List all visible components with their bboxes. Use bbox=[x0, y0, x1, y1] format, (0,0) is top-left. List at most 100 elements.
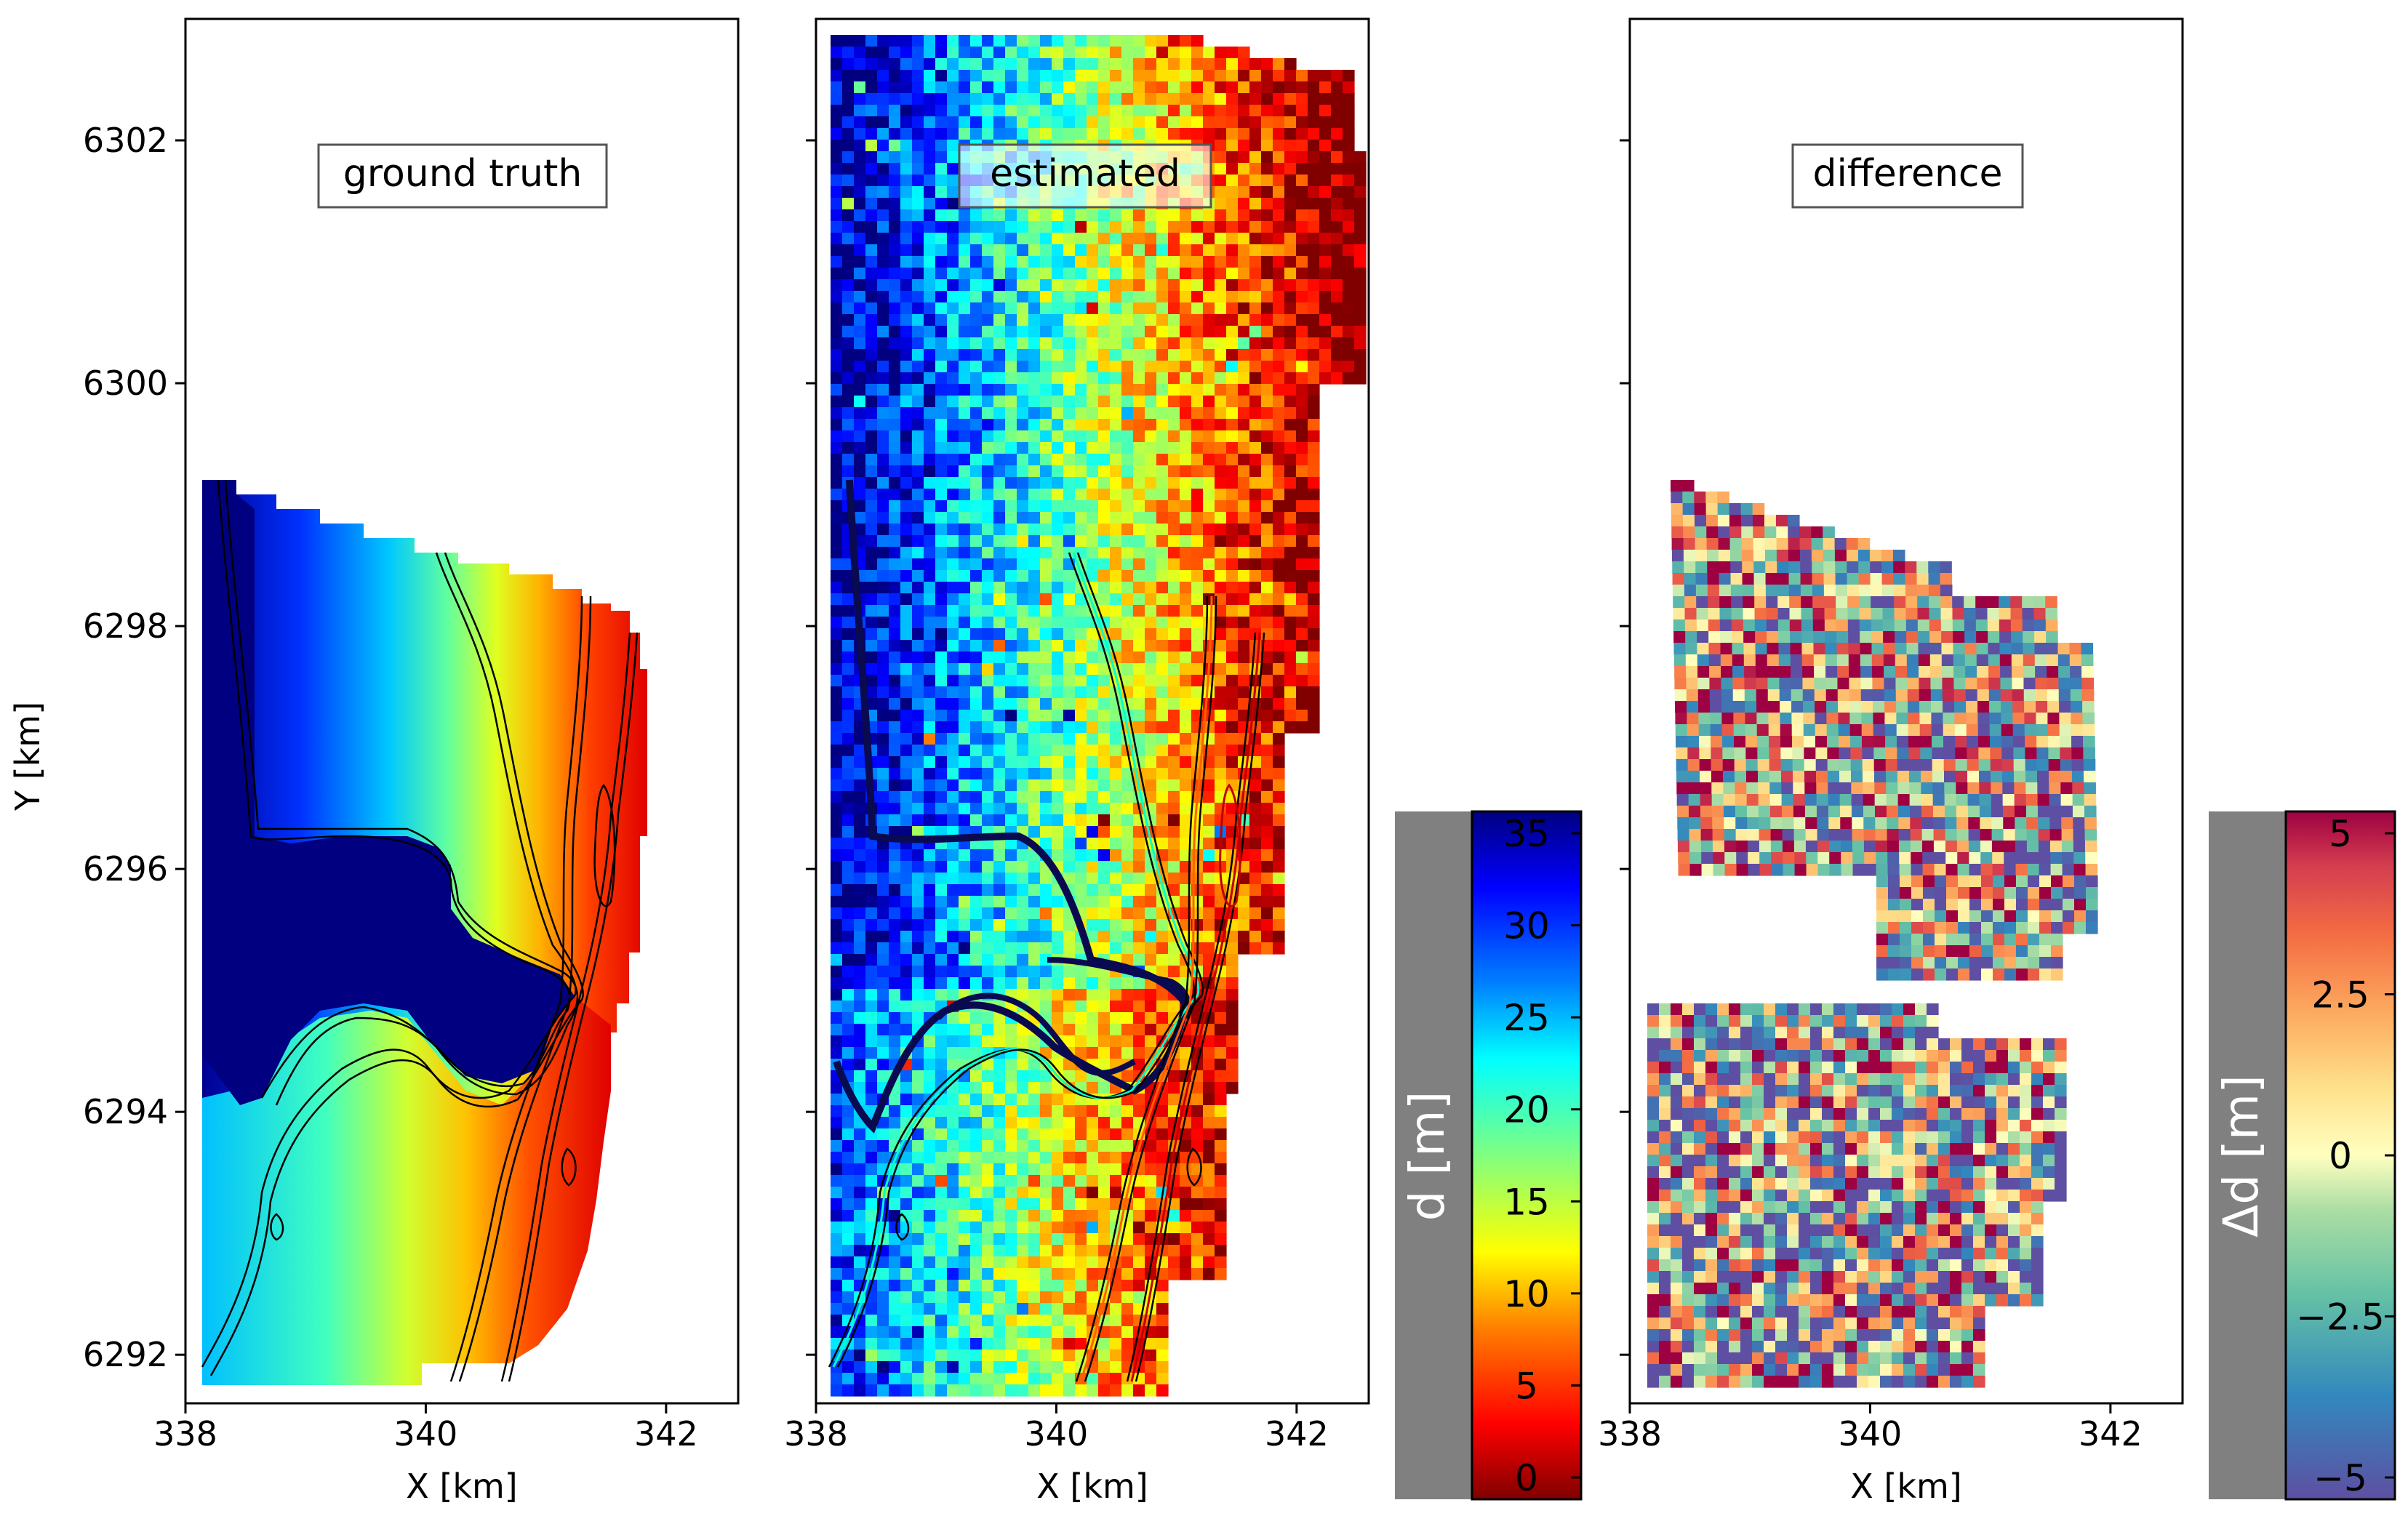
estimated-pixel bbox=[1273, 849, 1285, 862]
estimated-pixel bbox=[1296, 605, 1308, 617]
estimated-pixel bbox=[947, 151, 959, 164]
estimated-pixel bbox=[1063, 372, 1076, 385]
estimated-pixel bbox=[1040, 989, 1052, 1001]
estimated-pixel bbox=[1063, 1117, 1076, 1129]
estimated-pixel bbox=[1319, 209, 1332, 222]
estimated-pixel bbox=[1156, 663, 1169, 675]
estimated-pixel bbox=[1087, 1175, 1099, 1187]
estimated-pixel bbox=[1040, 1373, 1052, 1385]
estimated-pixel bbox=[924, 70, 936, 82]
estimated-pixel bbox=[854, 524, 866, 536]
estimated-pixel bbox=[1354, 302, 1367, 315]
estimated-pixel bbox=[924, 547, 936, 559]
estimated-pixel bbox=[1017, 675, 1029, 687]
estimated-pixel bbox=[1180, 47, 1192, 59]
difference-pixel bbox=[1729, 515, 1742, 527]
estimated-pixel bbox=[1017, 454, 1029, 466]
estimated-pixel bbox=[1215, 535, 1227, 548]
estimated-pixel bbox=[1087, 1140, 1099, 1152]
difference-pixel bbox=[1717, 503, 1730, 516]
estimated-pixel bbox=[1063, 489, 1076, 501]
estimated-pixel bbox=[1226, 663, 1239, 675]
estimated-pixel bbox=[1308, 430, 1320, 443]
estimated-pixel bbox=[1075, 1000, 1087, 1013]
estimated-pixel bbox=[1005, 931, 1017, 943]
estimated-pixel bbox=[1273, 489, 1285, 501]
estimated-pixel bbox=[935, 233, 948, 245]
estimated-pixel bbox=[1249, 93, 1262, 105]
estimated-pixel bbox=[1133, 942, 1145, 955]
estimated-pixel bbox=[1191, 384, 1204, 396]
panel-title-estimated: estimated bbox=[990, 152, 1180, 196]
estimated-pixel bbox=[947, 396, 959, 408]
estimated-pixel bbox=[1087, 1256, 1099, 1269]
estimated-pixel bbox=[1203, 268, 1215, 280]
estimated-pixel bbox=[900, 1094, 913, 1106]
estimated-pixel bbox=[1063, 873, 1076, 885]
estimated-pixel bbox=[1156, 128, 1169, 140]
estimated-pixel bbox=[1238, 198, 1250, 210]
estimated-pixel bbox=[1145, 384, 1157, 396]
estimated-pixel bbox=[1156, 221, 1169, 233]
difference-pixel bbox=[1847, 596, 1860, 609]
estimated-pixel bbox=[1040, 430, 1052, 443]
estimated-pixel bbox=[1075, 779, 1087, 792]
estimated-pixel bbox=[912, 1210, 924, 1222]
difference-pixel bbox=[1719, 596, 1732, 609]
estimated-pixel bbox=[1168, 128, 1180, 140]
estimated-pixel bbox=[1110, 931, 1122, 943]
estimated-pixel bbox=[854, 1210, 866, 1222]
estimated-pixel bbox=[889, 1024, 901, 1036]
difference-pixel bbox=[1834, 550, 1847, 562]
estimated-pixel bbox=[982, 1245, 994, 1257]
estimated-pixel bbox=[1249, 337, 1262, 350]
estimated-pixel bbox=[889, 349, 901, 361]
estimated-pixel bbox=[947, 558, 959, 571]
estimated-pixel bbox=[1180, 326, 1192, 338]
estimated-pixel bbox=[1331, 326, 1343, 338]
estimated-pixel bbox=[935, 163, 948, 175]
estimated-pixel bbox=[1121, 279, 1134, 292]
estimated-pixel bbox=[1145, 605, 1157, 617]
estimated-pixel bbox=[1249, 733, 1262, 745]
estimated-pixel bbox=[900, 803, 913, 815]
difference-pixel bbox=[1789, 619, 1802, 632]
estimated-pixel bbox=[854, 372, 866, 385]
estimated-pixel bbox=[1005, 396, 1017, 408]
estimated-pixel bbox=[1191, 372, 1204, 385]
estimated-pixel bbox=[912, 884, 924, 897]
estimated-pixel bbox=[1168, 663, 1180, 675]
estimated-pixel bbox=[935, 791, 948, 803]
difference-pixel bbox=[1824, 619, 1837, 632]
estimated-pixel bbox=[1203, 570, 1215, 582]
estimated-pixel bbox=[1226, 698, 1239, 710]
estimated-pixel bbox=[1296, 721, 1308, 734]
estimated-pixel bbox=[865, 430, 878, 443]
estimated-pixel bbox=[1249, 268, 1262, 280]
estimated-pixel bbox=[1075, 361, 1087, 373]
estimated-pixel bbox=[1319, 151, 1332, 164]
estimated-pixel bbox=[912, 1361, 924, 1373]
estimated-pixel bbox=[1180, 745, 1192, 757]
estimated-pixel bbox=[970, 768, 983, 780]
estimated-pixel bbox=[1098, 1082, 1111, 1094]
estimated-pixel bbox=[865, 209, 878, 222]
estimated-pixel bbox=[842, 814, 855, 827]
estimated-pixel bbox=[1110, 221, 1122, 233]
estimated-pixel bbox=[1180, 454, 1192, 466]
estimated-pixel bbox=[1040, 756, 1052, 769]
estimated-pixel bbox=[1040, 942, 1052, 955]
estimated-pixel bbox=[1203, 954, 1215, 966]
estimated-pixel bbox=[889, 931, 901, 943]
estimated-pixel bbox=[1075, 524, 1087, 536]
difference-pixel bbox=[1964, 608, 1977, 620]
estimated-pixel bbox=[970, 558, 983, 571]
estimated-pixel bbox=[1168, 570, 1180, 582]
estimated-pixel bbox=[1145, 1175, 1157, 1187]
estimated-pixel bbox=[1249, 849, 1262, 862]
difference-pixel bbox=[2022, 596, 2034, 609]
estimated-pixel bbox=[982, 361, 994, 373]
estimated-pixel bbox=[1133, 1198, 1145, 1211]
estimated-pixel bbox=[1028, 1315, 1041, 1327]
difference-pixel bbox=[1682, 492, 1695, 504]
